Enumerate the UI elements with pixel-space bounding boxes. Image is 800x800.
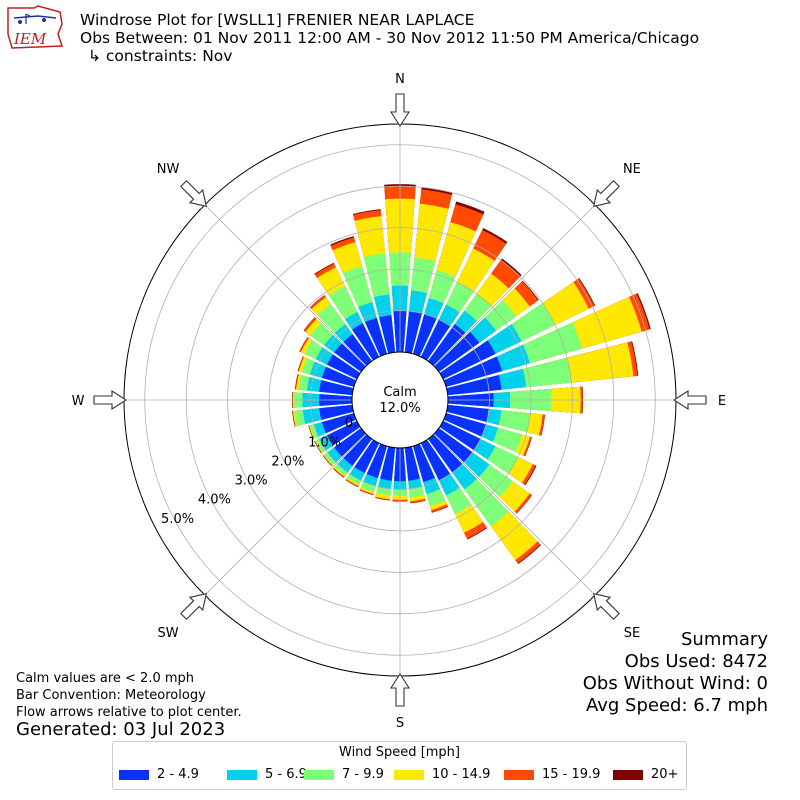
flow-arrow-sw	[180, 593, 207, 620]
legend-swatch	[394, 769, 424, 780]
speed-legend: Wind Speed [mph] 2 - 4.9 5 - 6.9 7 - 9.9 10…	[112, 741, 687, 790]
flow-arrow-nw	[180, 180, 207, 207]
compass-label-n: N	[395, 72, 405, 87]
legend-swatch	[613, 769, 643, 780]
chart-subtitle: Obs Between: 01 Nov 2011 12:00 AM - 30 N…	[80, 29, 700, 47]
compass-label-s: S	[396, 716, 404, 731]
radial-tick-label: 1.0%	[308, 435, 341, 450]
windrose-bar-320-bin0	[343, 334, 372, 366]
logo-text: IEM	[13, 30, 47, 48]
windrose-bar-280-bin0	[319, 380, 354, 396]
windrose-bar-140-bin0	[428, 434, 463, 473]
windrose-bar-240-bin0	[326, 420, 361, 446]
windrose-bar-70-bin0	[443, 356, 503, 387]
windrose-bar-340-bin0	[365, 317, 387, 357]
compass-label-nw: NW	[157, 162, 180, 177]
legend-item-1: 5 - 6.9	[227, 767, 307, 782]
windrose-labels: NNEESESSWWNW0.0%1.0%2.0%3.0%4.0%5.0%	[72, 72, 727, 731]
compass-label-e: E	[718, 394, 726, 409]
windrose-bar-190-bin0	[380, 446, 396, 481]
windrose-bar-300-bin0	[326, 354, 361, 380]
windrose-bar-130-bin0	[434, 428, 473, 463]
summary-obs-without-wind: Obs Without Wind: 0	[582, 673, 768, 694]
legend-label: 5 - 6.9	[265, 767, 307, 782]
legend-swatch	[227, 769, 257, 780]
flow-arrow-ne	[593, 180, 620, 207]
generated-date: Generated: 03 Jul 2023	[16, 719, 226, 740]
windrose-bar-290-bin0	[321, 366, 357, 387]
grid-spoke	[433, 204, 596, 367]
windrose-bar-10-bin0	[404, 311, 422, 354]
windrose-bar-210-bin0	[354, 439, 380, 474]
calm-label: Calm	[383, 385, 416, 400]
bar-convention-note: Bar Convention: Meteorology	[16, 688, 206, 703]
legend-item-2: 7 - 9.9	[304, 767, 384, 782]
flow-arrow-n	[389, 93, 411, 128]
flow-note: Flow arrows relative to plot center.	[16, 705, 242, 720]
compass-label-sw: SW	[158, 626, 179, 641]
summary-avg-speed: Avg Speed: 6.7 mph	[586, 695, 768, 716]
legend-label: 20+	[651, 767, 679, 782]
flow-arrow-w	[93, 389, 128, 411]
grid-spoke	[204, 433, 367, 596]
legend-item-0: 2 - 4.9	[119, 767, 199, 782]
compass-label-ne: NE	[623, 162, 641, 177]
radial-tick-label: 3.0%	[235, 474, 268, 489]
compass-label-w: W	[72, 394, 85, 409]
windrose-bar-220-bin0	[343, 434, 372, 466]
windrose-bar-20-bin0	[413, 313, 437, 357]
flow-arrow-se	[593, 593, 620, 620]
chart-title: Windrose Plot for [WSLL1] FRENIER NEAR L…	[80, 11, 475, 29]
legend-item-5: 20+	[613, 767, 678, 782]
summary-title: Summary	[681, 629, 768, 650]
flow-arrow-e	[672, 389, 707, 411]
grid-spoke	[204, 204, 367, 367]
flow-arrows	[93, 93, 707, 707]
windrose-bar-100-bin0	[446, 404, 489, 422]
windrose-bar-310-bin0	[334, 343, 366, 372]
windrose-bar-120-bin0	[439, 420, 481, 451]
windrose-bar-40-bin0	[428, 324, 466, 366]
windrose-bar-260-bin0	[319, 404, 354, 420]
windrose-bar-170-bin0	[404, 446, 420, 481]
compass-label-se: SE	[624, 626, 640, 641]
legend-label: 10 - 14.9	[432, 767, 491, 782]
calm-note: Calm values are < 2.0 mph	[16, 671, 195, 686]
legend-item-4: 15 - 19.9	[504, 767, 600, 782]
radial-tick-label: 2.0%	[271, 454, 304, 469]
legend-title: Wind Speed [mph]	[339, 745, 460, 760]
windrose-bar-200-bin0	[366, 443, 387, 479]
windrose-bar-350-bin0	[379, 315, 396, 354]
windrose-bar-150-bin0	[420, 439, 451, 481]
iem-logo: IEM	[7, 5, 64, 49]
windrose-bar-330-bin0	[352, 323, 380, 361]
summary-obs-used: Obs Used: 8472	[624, 651, 768, 672]
windrose-bar-160-bin0	[413, 443, 435, 483]
legend-swatch	[119, 769, 149, 780]
windrose-bars	[291, 184, 651, 565]
chart-constraints: ↳ constraints: Nov	[88, 47, 233, 65]
legend-label: 15 - 19.9	[542, 767, 601, 782]
windrose-bar-60-bin0	[439, 340, 496, 380]
calm-circle	[351, 351, 449, 449]
radial-tick-label: 5.0%	[161, 512, 194, 527]
calm-value: 12.0%	[379, 401, 420, 416]
radial-tick-label: 4.0%	[198, 493, 231, 508]
legend-swatch	[504, 769, 534, 780]
windrose-bar-30-bin0	[420, 319, 451, 361]
windrose-bar-80-bin0	[446, 375, 502, 396]
windrose-bar-230-bin0	[334, 428, 366, 457]
flow-arrow-s	[389, 672, 411, 707]
legend-label: 2 - 4.9	[157, 767, 199, 782]
grid-spoke	[433, 433, 596, 596]
legend-swatch	[304, 769, 334, 780]
windrose-bar-250-bin0	[321, 413, 357, 434]
legend-label: 7 - 9.9	[342, 767, 384, 782]
legend-item-3: 10 - 14.9	[394, 767, 490, 782]
windrose-bar-110-bin0	[443, 413, 487, 437]
